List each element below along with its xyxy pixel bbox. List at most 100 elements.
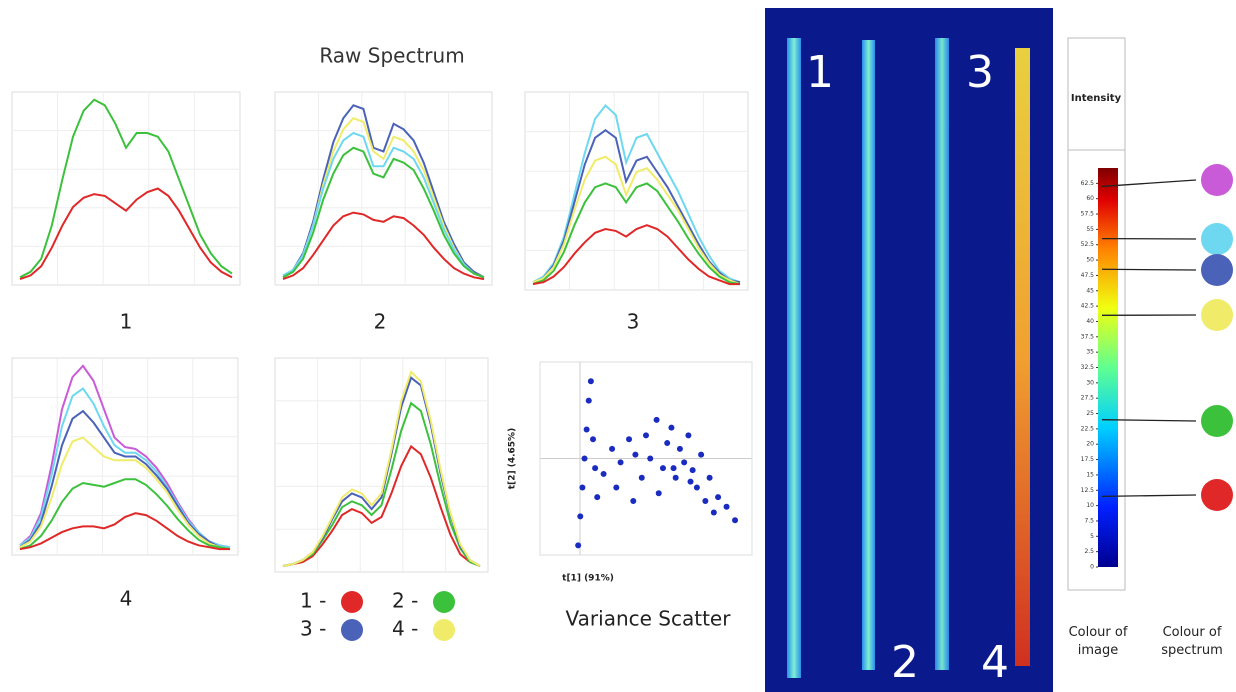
y-tick-label: 47.5 [1081,272,1095,279]
spectrum-line [532,104,741,284]
panel-label: 3 [627,310,640,334]
spectrum-colour [1201,405,1233,437]
plot-area [274,91,493,286]
spectrum-line [19,187,233,281]
strip-label: 4 [981,637,1009,688]
y-tick-label: 7.5 [1084,517,1094,524]
scatter-point [577,513,584,520]
scatter-point [664,440,671,447]
scatter-point [632,451,639,458]
scatter-point [732,517,739,524]
sample-strip [787,38,801,678]
y-tick-label: 20 [1086,441,1094,448]
scatter-point [609,445,616,452]
scatter-point [706,474,713,481]
y-tick-label: 52.5 [1081,241,1095,248]
spectrum-line [19,409,231,551]
spectrum-line [19,387,231,549]
legend-swatch [341,591,363,613]
spectrum-line [282,401,481,567]
y-tick-label: 45 [1086,287,1094,294]
colour-link [1101,419,1197,422]
scatter-point [594,494,601,501]
spectrum-line [282,369,481,567]
spectrum-colour [1201,254,1233,286]
colorbar-title: Intensity [1071,93,1122,104]
scatter-point [698,451,705,458]
legend-label: 1 - [300,589,326,613]
spectrum-line [532,182,741,286]
scatter-point [702,497,709,504]
scatter-point [592,465,599,472]
y-tick-label: 27.5 [1081,395,1095,402]
sample-strip [862,40,875,670]
plot-area [274,357,489,573]
scatter-point [672,474,679,481]
scatter-point [643,432,649,439]
column-label: Colour of image [1069,625,1128,658]
spectrum-colour [1201,299,1233,331]
column-label: Colour of spectrum [1161,625,1223,658]
strip-label: 2 [891,637,919,688]
x-axis-label: t[1] (91%) [562,574,614,584]
spectrum-colour [1201,164,1233,196]
spectrum-line [19,512,230,551]
scatter-point [638,474,645,481]
legend-label: 4 - [392,617,418,641]
legend-label: 3 - [300,617,326,641]
colour-link [1101,179,1197,188]
y-tick-label: 17.5 [1081,456,1095,463]
sample-strip [935,38,949,670]
scatter-point [710,509,717,516]
spectrum-line [282,211,485,281]
y-tick-label: 30 [1086,379,1094,386]
y-tick-label: 22.5 [1081,425,1095,432]
scatter-point [590,436,596,443]
strip-label: 3 [966,47,994,98]
spectrum-colour [1201,223,1233,255]
scatter-point [681,459,688,466]
spectrum-line [532,224,740,286]
y-tick-label: 0 [1090,564,1094,571]
y-tick-label: 10 [1086,502,1094,509]
chart-title: Variance Scatter [566,607,732,631]
y-tick-label: 15 [1086,471,1094,478]
scatter-point [600,470,607,477]
scatter-point [693,484,700,491]
legend-label: 2 - [392,589,418,613]
scatter-point [659,465,666,472]
scatter-point [685,432,692,439]
spectrum-colour [1201,479,1233,511]
scatter-point [723,503,730,510]
scatter-point [579,484,586,491]
sample-strip [1015,48,1030,666]
legend-swatch [341,619,363,641]
spectrum-line [532,155,741,286]
colour-link [1101,494,1197,498]
y-tick-label: 57.5 [1081,211,1095,218]
scatter-point [575,542,582,549]
legend-swatch [433,619,455,641]
plot-area [539,361,753,556]
scatter-point [689,467,696,474]
y-tick-label: 12.5 [1081,487,1095,494]
scatter-point [617,459,624,466]
panel-label: 2 [374,310,387,334]
y-tick-label: 2.5 [1084,548,1094,555]
spectrum-line [282,104,485,279]
strip-label: 1 [806,47,834,98]
legend-swatch [433,591,455,613]
spectrum-line [532,128,741,284]
scatter-point [647,455,654,462]
y-tick-label: 60 [1086,195,1094,202]
spectrum-line [282,131,485,279]
scatter-point [626,436,633,443]
scatter-point [687,478,694,485]
y-tick-label: 5 [1090,533,1094,540]
y-tick-label: 50 [1086,257,1094,264]
scatter-point [587,378,594,385]
spectrum-line [282,444,481,567]
scatter-point [583,426,590,433]
